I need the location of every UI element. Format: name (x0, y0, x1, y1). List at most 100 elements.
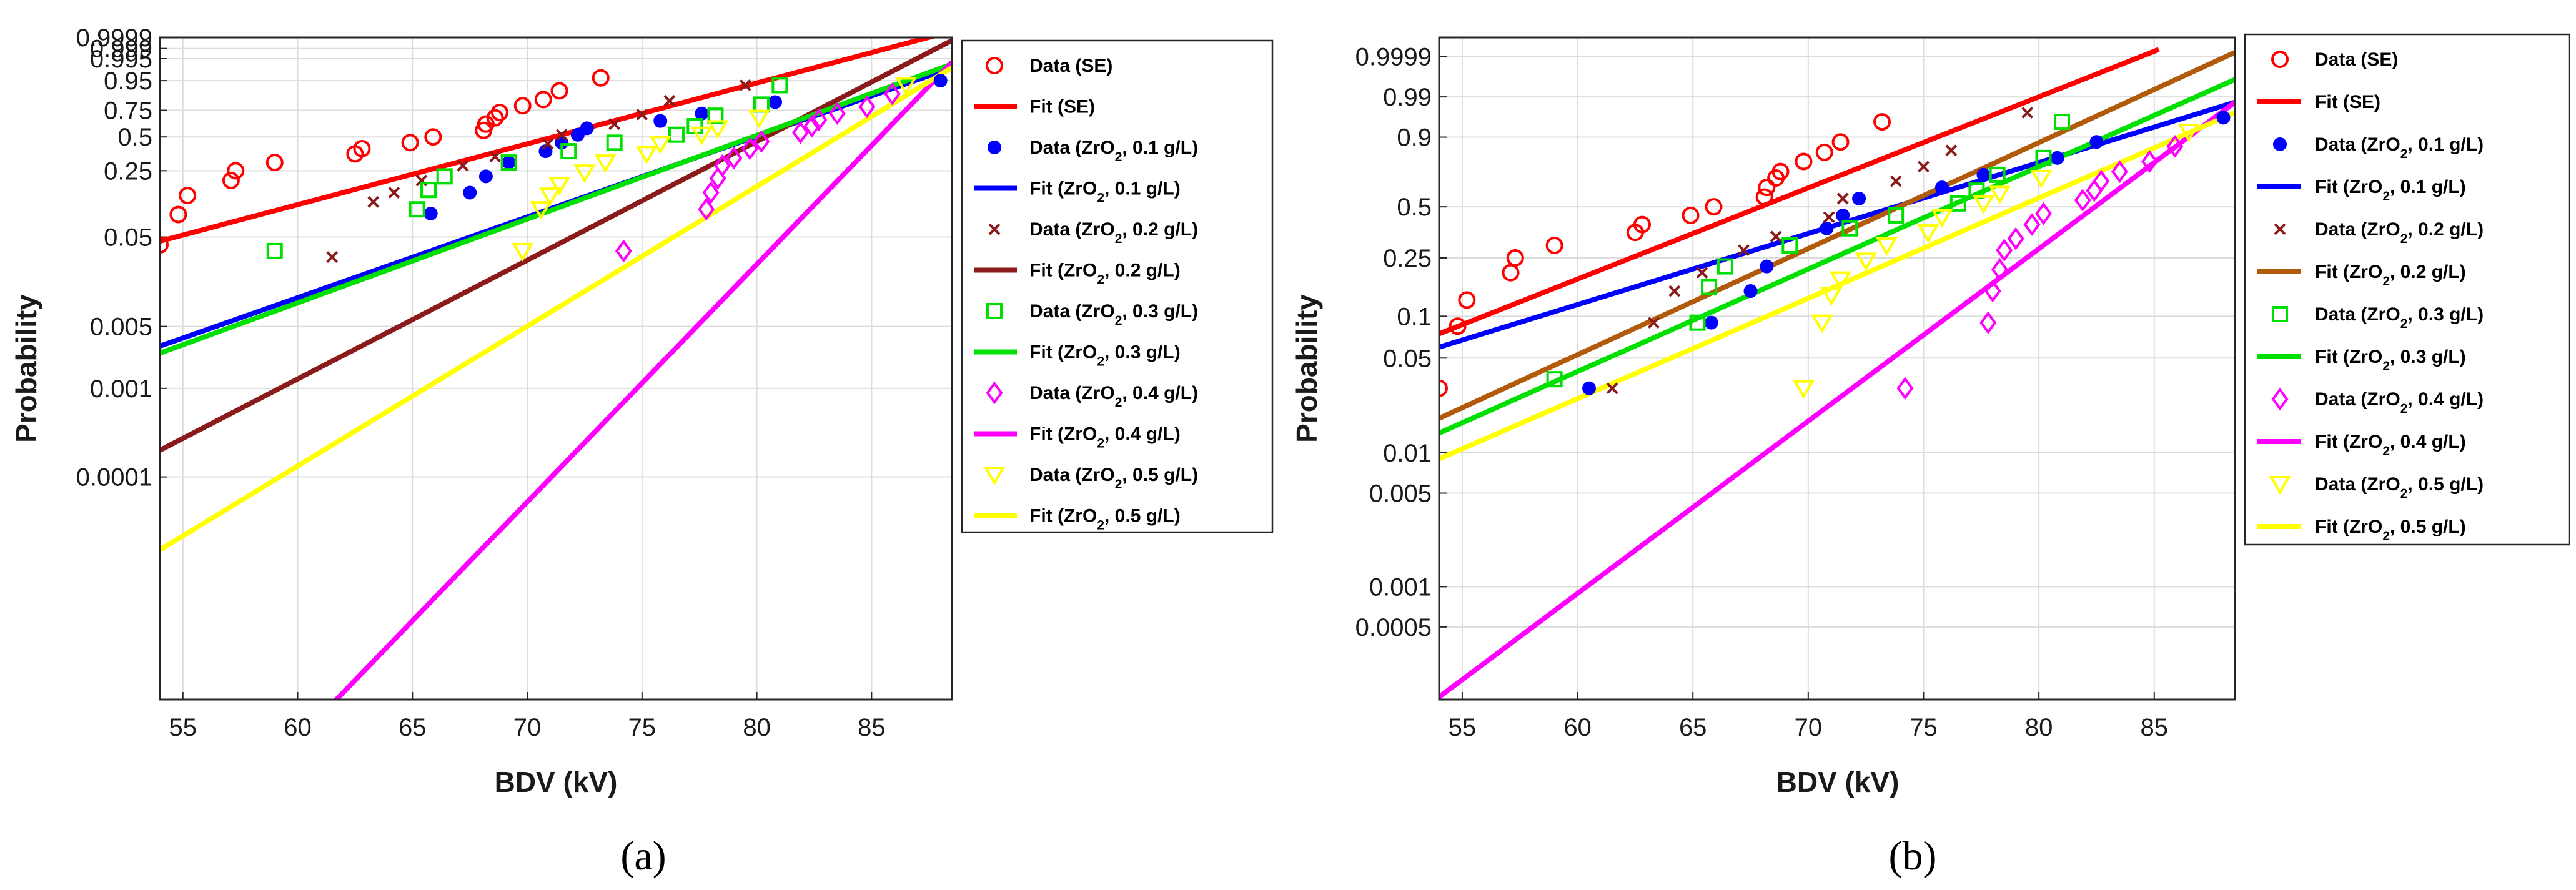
legend-marker-triangle (2269, 476, 2291, 495)
data-point (424, 128, 442, 146)
series-se (160, 69, 610, 254)
y-tick-label: 0.75 (104, 97, 152, 125)
legend-fit-label: Fit (ZrO2, 0.5 g/L) (2315, 517, 2466, 543)
series-zro2-0-2 (1606, 107, 2034, 395)
data-point (512, 242, 534, 262)
legend-data-label: Data (ZrO2, 0.5 g/L) (1029, 465, 1198, 492)
data-point (1873, 113, 1891, 131)
data-point (695, 106, 709, 121)
series-zro2-0-2 (326, 79, 751, 263)
data-point (2177, 123, 2200, 142)
data-point (265, 154, 284, 172)
data-point (1989, 166, 2006, 183)
y-tick-label: 0.005 (90, 314, 152, 341)
data-point (1830, 271, 1852, 290)
data-point (1931, 209, 1953, 228)
data-point (353, 140, 371, 158)
data-point (1738, 244, 1750, 257)
x-tick-label: 70 (1795, 714, 1823, 741)
data-point (615, 239, 632, 263)
legend-data-label: Data (ZrO2, 0.2 g/L) (1029, 219, 1198, 246)
y-tick-label: 0.1 (1397, 303, 1432, 330)
data-point (436, 168, 453, 185)
data-point (1996, 239, 2013, 262)
data-point (1820, 287, 1843, 306)
data-point (636, 109, 648, 121)
data-point (2021, 107, 2034, 119)
y-tick-label: 0.5 (117, 124, 152, 151)
y-tick-label: 0.005 (1369, 480, 1432, 508)
fit-line-se (160, 37, 939, 244)
data-point (1823, 211, 1835, 224)
data-point (1668, 285, 1681, 297)
data-point (1991, 258, 2008, 281)
data-point (803, 114, 821, 138)
data-point (1449, 317, 1467, 335)
data-point (748, 109, 770, 129)
legend-data-label: Data (ZrO2, 0.3 g/L) (1029, 301, 1198, 328)
data-point (1696, 267, 1708, 279)
data-point (895, 77, 917, 96)
data-point (635, 146, 658, 165)
data-point (489, 151, 502, 163)
data-point (534, 91, 552, 109)
legend-marker-circle (2271, 51, 2289, 68)
legend-fit-label: Fit (ZrO2, 0.2 g/L) (2315, 262, 2466, 289)
data-point (1458, 291, 1476, 309)
data-point (653, 114, 668, 128)
data-point (725, 146, 743, 170)
legend-marker (2271, 387, 2289, 411)
data-point (401, 134, 419, 152)
legend-data-label: Data (ZrO2, 0.4 g/L) (2315, 389, 2484, 416)
x-tick-label: 75 (628, 714, 656, 741)
y-tick-label: 0.001 (90, 375, 152, 403)
legend-fit-label: Fit (ZrO2, 0.1 g/L) (2315, 177, 2466, 204)
y-tick-labels-b: 0.9999 0.99 0.9 0.5 0.25 0.1 0.05 0.01 0.005 0.00… (1355, 44, 1432, 641)
fit-line-zro2-0-5 (1439, 110, 2235, 462)
data-point (573, 164, 596, 184)
x-axis-label-a: BDV (kV) (495, 766, 618, 798)
data-point (1918, 161, 1930, 173)
y-tick-label: 0.05 (104, 224, 152, 251)
plot-frame-b (1438, 36, 2236, 701)
x-tick-labels-b: 55 60 65 70 75 80 85 (1449, 714, 2168, 741)
legend-marker (2272, 306, 2288, 322)
legend-data-label: Data (SE) (2315, 49, 2398, 70)
data-point (1836, 192, 1849, 205)
data-point (457, 159, 469, 172)
data-point (1439, 379, 1448, 397)
data-point (179, 187, 197, 205)
caption-a: (a) (620, 833, 666, 879)
data-point (1704, 315, 1718, 330)
data-point (266, 242, 283, 259)
x-tick-label: 65 (1679, 714, 1707, 741)
y-tick-label: 0.99 (1383, 84, 1432, 111)
x-tick-label: 75 (1910, 714, 1938, 741)
data-point (594, 154, 617, 174)
y-tick-label: 0.25 (1383, 245, 1432, 272)
data-point (741, 137, 759, 161)
legend-fit-label: Fit (SE) (1029, 97, 1095, 117)
legend-data-label: Data (ZrO2, 0.4 g/L) (1029, 383, 1198, 410)
data-point (702, 181, 720, 204)
data-point (1935, 180, 1949, 195)
data-point (1760, 259, 1774, 274)
data-point (2050, 151, 2064, 165)
x-tick-label: 80 (2025, 714, 2053, 741)
y-tick-label: 0.999 (90, 36, 152, 63)
data-point (486, 109, 504, 127)
data-point (550, 82, 568, 100)
data-point (706, 120, 729, 139)
legend-marker-square (986, 303, 1003, 319)
data-point (668, 126, 685, 143)
data-point (1917, 224, 1939, 244)
data-points-a (160, 69, 948, 263)
data-point (2054, 114, 2071, 131)
fit-line-se (1439, 47, 2160, 337)
x-tick-label: 60 (284, 714, 312, 741)
data-point (1984, 279, 2001, 303)
data-point (1545, 236, 1563, 254)
series-zro2-0-4 (615, 82, 901, 263)
